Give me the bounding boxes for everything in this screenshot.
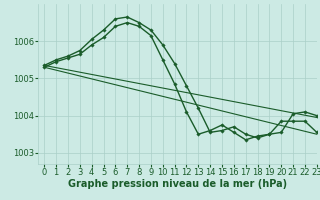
X-axis label: Graphe pression niveau de la mer (hPa): Graphe pression niveau de la mer (hPa)	[68, 179, 287, 189]
